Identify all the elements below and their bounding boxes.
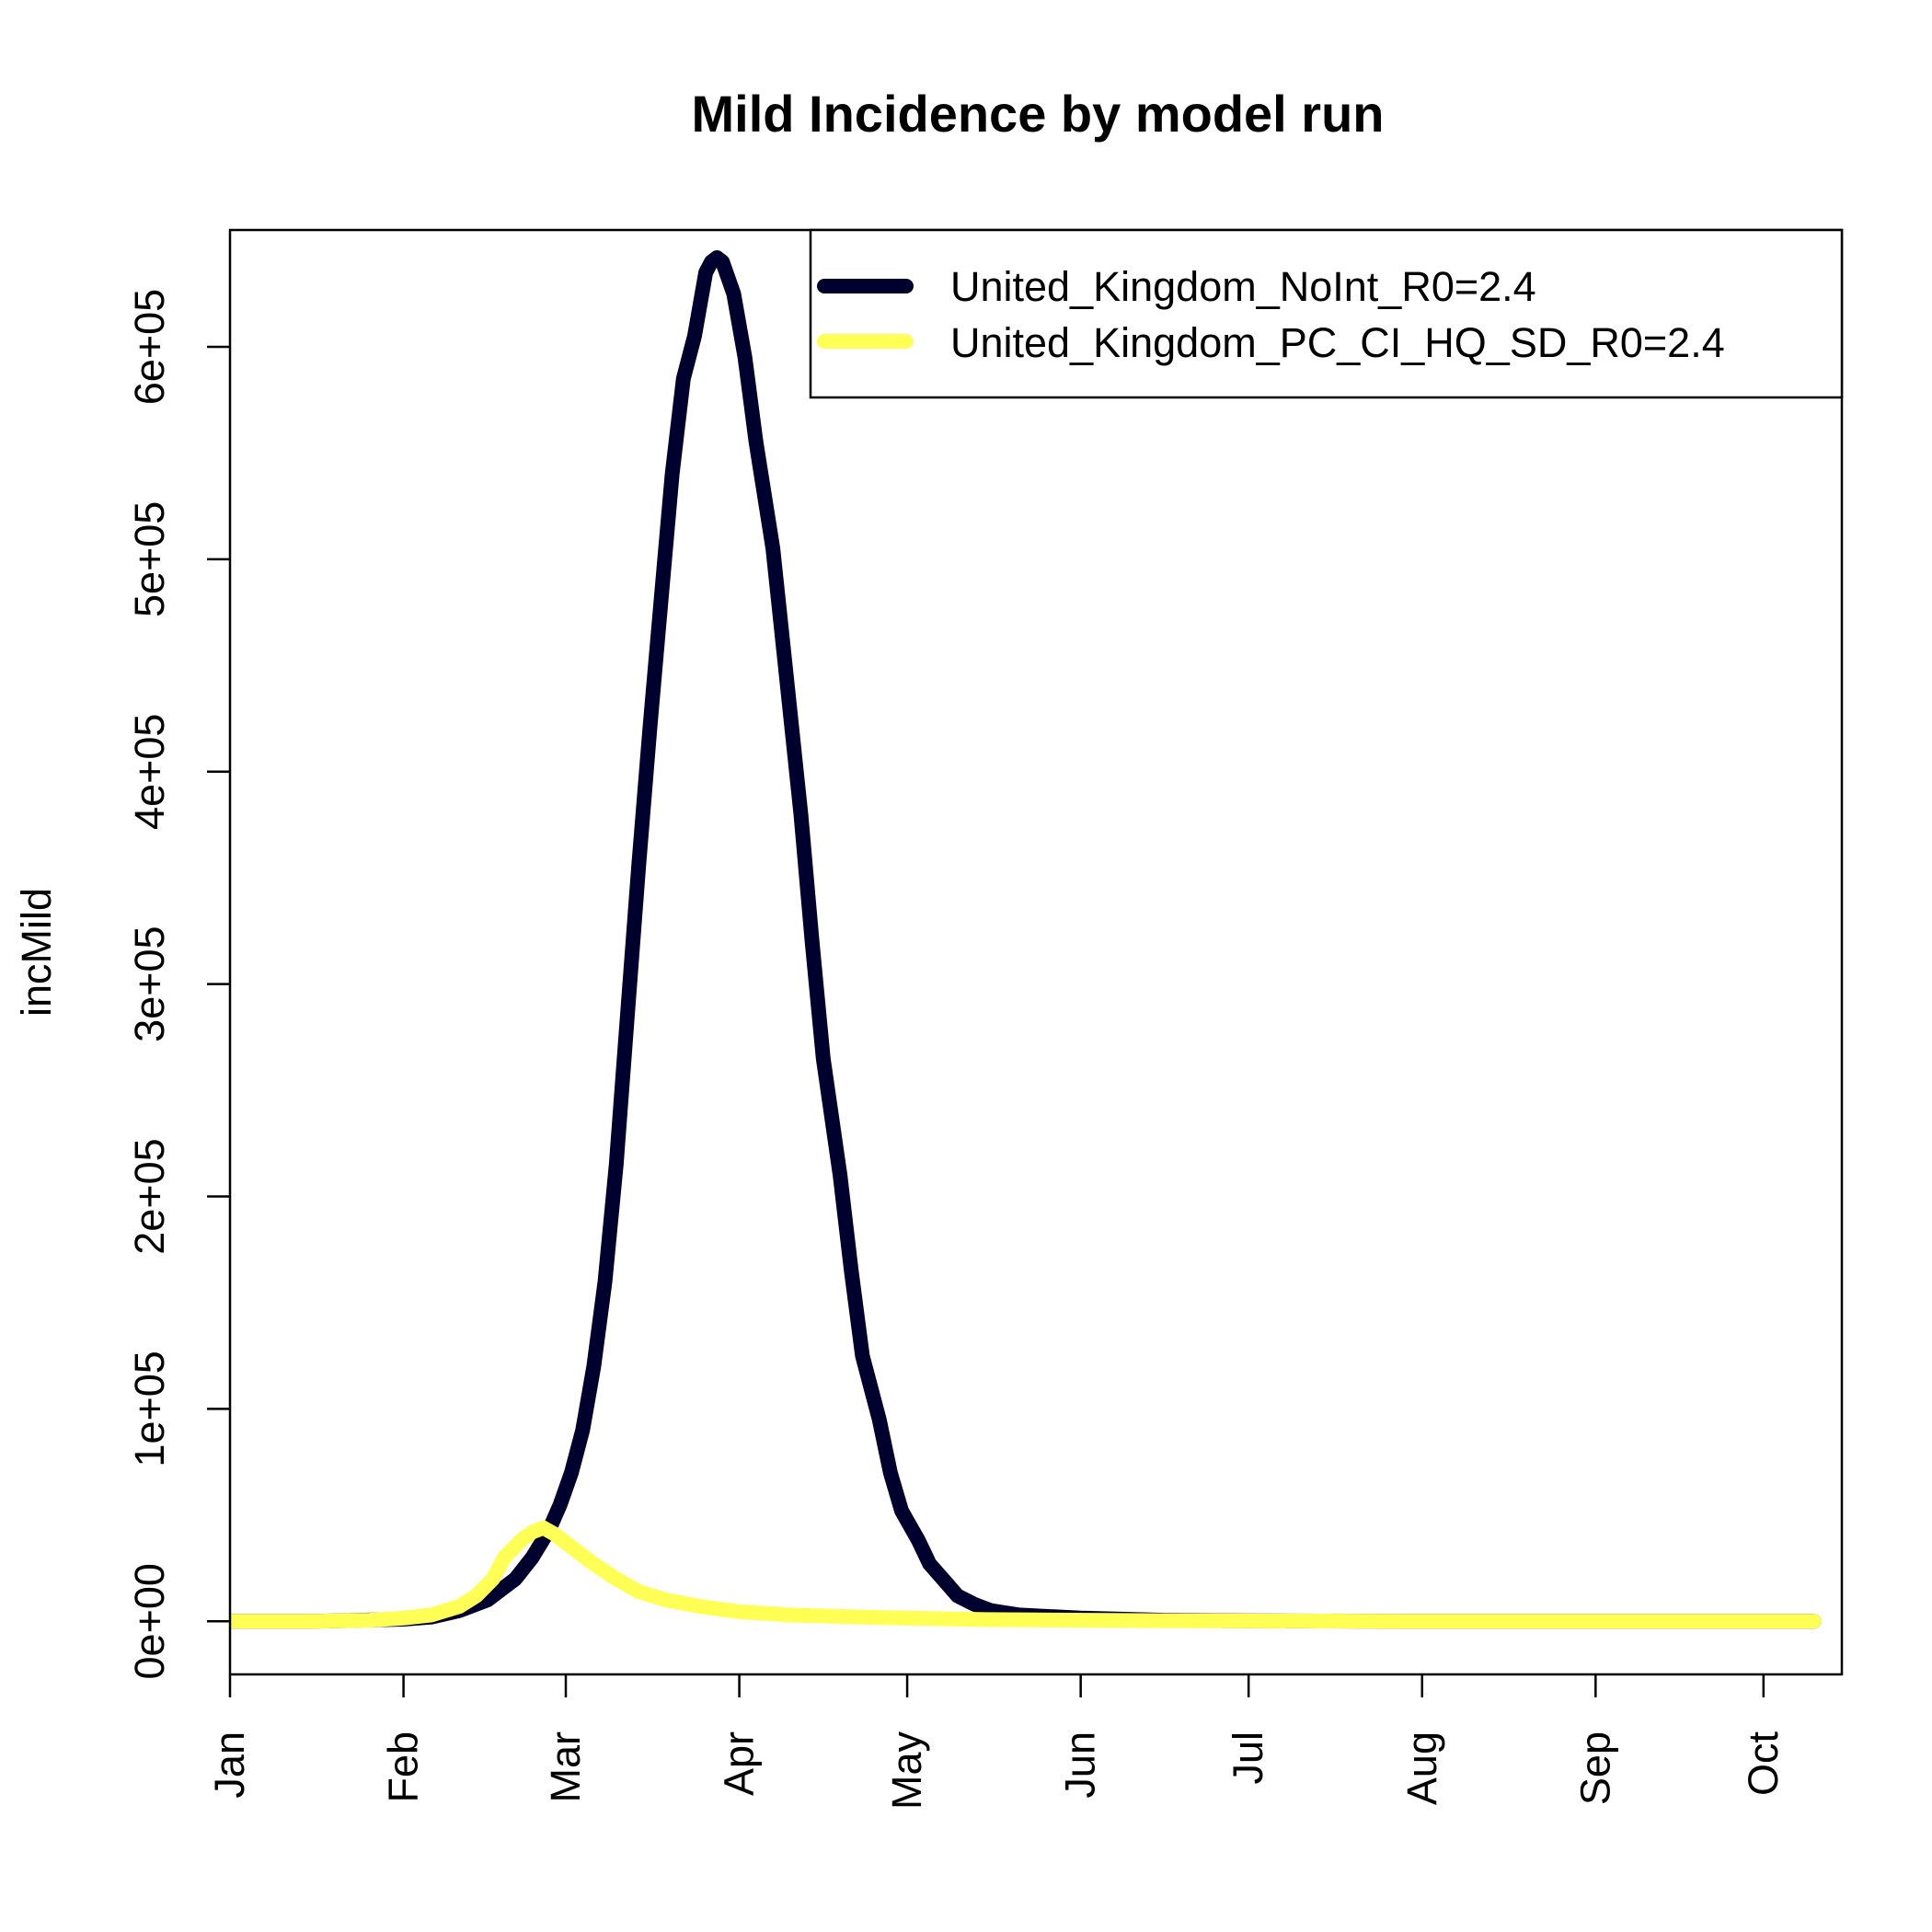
x-tick-label-6: Jul	[1225, 1731, 1271, 1785]
y-tick-label-6: 6e+05	[126, 289, 173, 405]
x-tick-label-5: Jun	[1057, 1731, 1104, 1799]
legend-box	[809, 228, 1844, 399]
y-tick-label-1: 1e+05	[126, 1351, 173, 1466]
x-tick-label-9: Oct	[1740, 1731, 1787, 1797]
y-axis: 0e+00 1e+05 2e+05 3e+05 4e+05 5e+05 6e+05	[126, 289, 230, 1679]
series-line-1	[230, 1520, 1822, 1629]
x-tick-label-2: Mar	[542, 1731, 589, 1803]
x-tick-label-3: Apr	[716, 1731, 763, 1796]
series-line-0	[230, 250, 1822, 1629]
y-axis-label: incMild	[13, 888, 60, 1017]
plot-frame	[228, 228, 1844, 1676]
y-tick-label-5: 5e+05	[126, 501, 173, 617]
y-tick-label-0: 0e+00	[126, 1563, 173, 1679]
series-layer	[230, 250, 1822, 1629]
y-tick-label-3: 3e+05	[126, 926, 173, 1041]
x-tick-label-8: Sep	[1571, 1731, 1618, 1805]
legend-label-0: United_Kingdom_NoInt_R0=2.4	[950, 263, 1536, 310]
x-tick-label-0: Jan	[206, 1731, 253, 1799]
x-tick-label-4: May	[883, 1731, 930, 1811]
x-tick-label-1: Feb	[380, 1731, 427, 1803]
legend-label-1: United_Kingdom_PC_CI_HQ_SD_R0=2.4	[950, 319, 1725, 366]
y-tick-label-2: 2e+05	[126, 1138, 173, 1254]
x-tick-label-7: Aug	[1398, 1731, 1445, 1805]
y-tick-label-4: 4e+05	[126, 714, 173, 830]
legend: United_Kingdom_NoInt_R0=2.4 United_Kingd…	[809, 228, 1844, 399]
x-axis: Jan Feb Mar Apr May Jun Jul Aug Sep Oct	[206, 1674, 1787, 1810]
chart-title: Mild Incidence by model run	[692, 85, 1385, 143]
